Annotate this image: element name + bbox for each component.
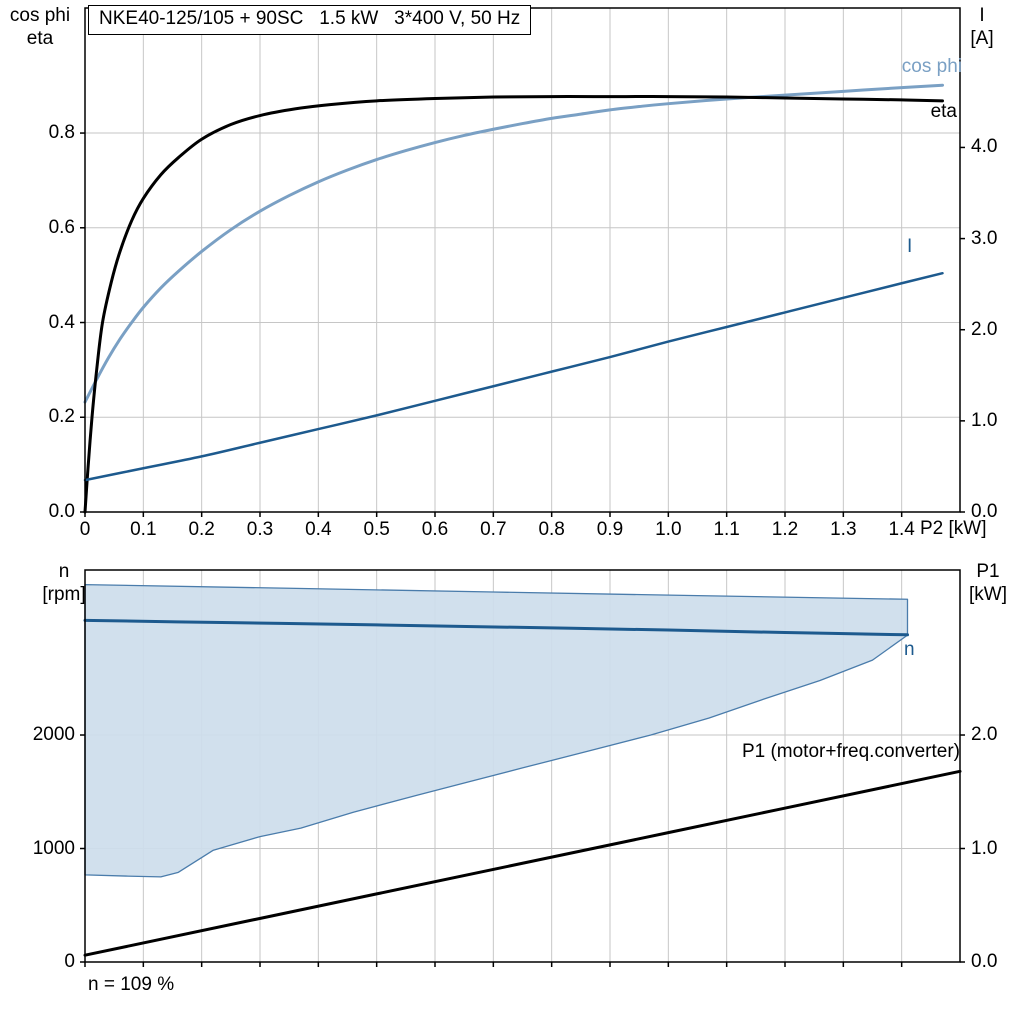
right-axis-tick-label: 2.0	[971, 724, 998, 746]
right-axis-tick-label: 1.0	[971, 837, 998, 859]
x-tick-label: 0.4	[305, 519, 332, 540]
curve-label-current: I	[907, 236, 913, 257]
curve-n	[83, 618, 909, 637]
left-axis-tick-label: 0	[64, 951, 75, 972]
axis-title-speed-unit: [rpm]	[42, 584, 86, 605]
x-tick-label: 0.3	[246, 519, 274, 540]
x-tick-label: 0.2	[188, 519, 215, 540]
left-axis-tick-label: 1000	[32, 837, 75, 859]
x-tick-label: 1.3	[830, 519, 857, 540]
right-axis-tick-label: 0.0	[971, 501, 998, 522]
x-tick-label: 1.2	[771, 519, 799, 540]
curve-label-p1: P1 (motor+freq.converter)	[741, 741, 960, 762]
axis-title-p1-unit: [kW]	[969, 584, 1007, 605]
speed-percentage-note: n = 109 %	[88, 974, 175, 995]
curve-p1-motor-freq-converter	[83, 769, 962, 957]
right-axis-tick-label: 4.0	[971, 136, 998, 158]
right-axis-tick-label: 2.0	[971, 318, 998, 340]
x-axis-unit-label: P2 [kW]	[920, 518, 987, 539]
curve-label-speed: n	[904, 639, 915, 660]
curve-label-eta: eta	[930, 101, 957, 122]
left-axis-tick-label: 0.8	[48, 122, 75, 144]
top-left-axis-title: cos phi eta	[4, 4, 76, 50]
curve-i	[83, 271, 944, 482]
axis-title-p1: P1	[976, 561, 1000, 582]
right-axis-tick-label: 3.0	[971, 227, 998, 249]
bottom-left-axis-title: n [rpm]	[28, 560, 100, 606]
x-tick-label: 0.1	[130, 519, 157, 540]
x-tick-label: 0.8	[538, 519, 565, 540]
left-axis-tick-label: 2000	[32, 724, 75, 746]
curve-label-cos-phi: cos phi	[901, 56, 962, 77]
right-axis-tick-label: 1.0	[971, 409, 998, 431]
x-tick-label: 0	[79, 519, 91, 540]
x-tick-label: 1.1	[713, 519, 740, 540]
axis-title-eta: eta	[26, 28, 54, 49]
plot-frame	[84, 569, 961, 963]
bottom-right-axis-title: P1 [kW]	[958, 560, 1018, 606]
x-tick-label: 1.0	[655, 519, 682, 540]
axis-title-speed: n	[58, 561, 70, 582]
x-tick-label: 1.4	[888, 519, 915, 540]
x-tick-label: 0.5	[363, 519, 390, 540]
plot-frame	[84, 7, 961, 513]
left-axis-tick-label: 0.4	[48, 311, 75, 333]
speed-control-range-area	[84, 583, 909, 878]
right-axis-tick-label: 0.0	[971, 951, 998, 972]
x-tick-label: 0.7	[480, 519, 507, 540]
x-tick-label: 0.6	[421, 519, 449, 540]
top-right-axis-title: I [A]	[952, 4, 1012, 50]
x-tick-label: 0.9	[596, 519, 624, 540]
axis-title-current-unit: [A]	[970, 28, 994, 49]
left-axis-tick-label: 0.2	[48, 406, 75, 428]
left-axis-tick-label: 0.0	[48, 501, 75, 522]
chart-title-box: NKE40-125/105 + 90SC 1.5 kW 3*400 V, 50 …	[88, 5, 532, 35]
left-axis-tick-label: 0.6	[48, 216, 75, 238]
curve-eta	[83, 95, 944, 514]
axis-title-cos-phi: cos phi	[9, 5, 71, 26]
axis-title-current: I	[979, 5, 985, 26]
curve-cos-phi	[83, 83, 944, 404]
